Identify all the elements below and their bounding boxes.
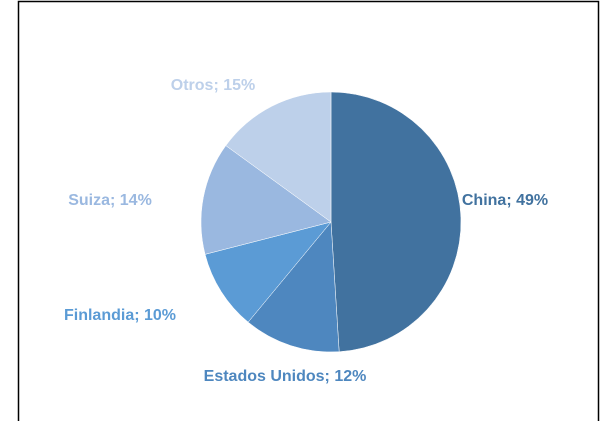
data-label: Estados Unidos; 12%	[204, 368, 367, 385]
data-label: Suiza; 14%	[68, 192, 152, 209]
pie-slice	[204, 221, 332, 323]
data-label: Finlandia; 10%	[64, 307, 176, 324]
data-label: China; 49%	[462, 192, 548, 209]
pie-slice	[330, 91, 462, 353]
pie-slice	[225, 91, 332, 223]
data-label: Otros; 15%	[171, 77, 255, 94]
pie-slice	[247, 221, 340, 353]
pie-slice	[200, 145, 332, 255]
